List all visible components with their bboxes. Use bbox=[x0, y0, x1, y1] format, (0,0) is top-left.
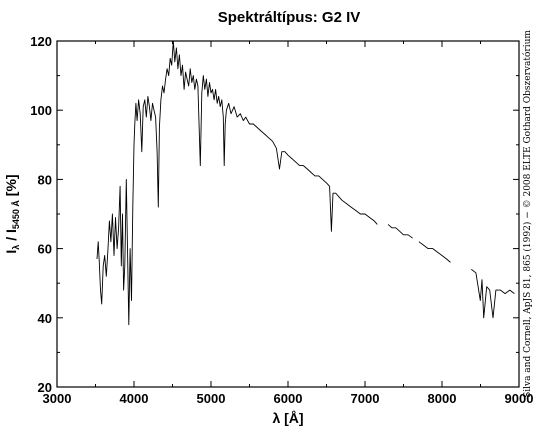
x-tick-label: 8000 bbox=[428, 391, 457, 406]
x-tick-label: 6000 bbox=[274, 391, 303, 406]
y-label-sep: / I bbox=[3, 229, 19, 245]
y-tick-label: 80 bbox=[38, 172, 52, 187]
x-tick-label: 3000 bbox=[43, 391, 72, 406]
y-tick-label: 100 bbox=[30, 103, 52, 118]
y-label-unit: [%] bbox=[3, 174, 19, 200]
y-tick-label: 120 bbox=[30, 34, 52, 49]
series-layer bbox=[96, 40, 515, 326]
x-tick-label: 4000 bbox=[120, 391, 149, 406]
x-tick-label: 5000 bbox=[197, 391, 226, 406]
x-tick-label: 7000 bbox=[351, 391, 380, 406]
spectrum-line-segment bbox=[96, 40, 378, 326]
x-axis: 3000 4000 5000 6000 7000 8000 9000 bbox=[43, 41, 534, 406]
spectrum-line-segment bbox=[418, 241, 451, 263]
y-axis: 20 40 60 80 100 120 bbox=[30, 34, 519, 395]
plot-frame bbox=[56, 40, 520, 388]
y-axis-label: Iλ / I5450 Å [%] bbox=[3, 174, 21, 253]
y-tick-label: 20 bbox=[38, 380, 52, 395]
spectrum-line-segment bbox=[387, 224, 413, 239]
y-tick-label: 40 bbox=[38, 311, 52, 326]
spectrum-line-segment bbox=[471, 269, 515, 319]
x-tick-label: 9000 bbox=[505, 391, 534, 406]
y-label-main: I bbox=[3, 250, 19, 254]
chart-title: Spektráltípus: G2 IV bbox=[218, 9, 361, 26]
x-axis-label: λ [Å] bbox=[272, 410, 303, 426]
y-tick-label: 60 bbox=[38, 242, 52, 257]
y-label-sub-ref: 5450 Å bbox=[11, 200, 21, 230]
y-label-sub-lambda: λ bbox=[11, 245, 21, 250]
credit-text: Silva and Cornell, ApJS 81, 865 (1992) −… bbox=[522, 30, 533, 398]
